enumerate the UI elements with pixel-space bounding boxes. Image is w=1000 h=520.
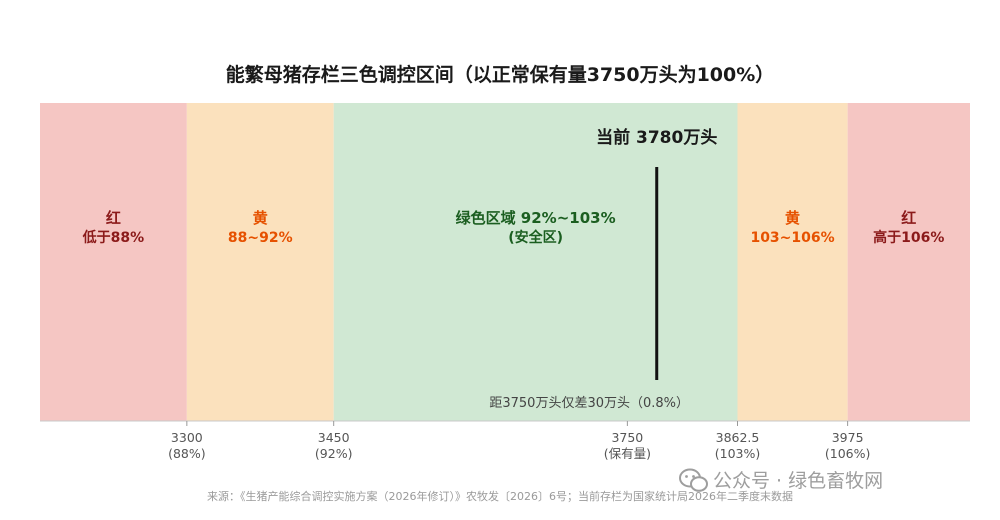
x-tick-label: 3300	[171, 430, 203, 445]
gap-annotation: 距3750万头仅差30万头（0.8%）	[489, 396, 689, 411]
wechat-icon	[679, 468, 708, 492]
zone-range-label: (安全区)	[508, 229, 563, 246]
chart-title: 能繁母猪存栏三色调控区间（以正常保有量3750万头为100%）	[226, 63, 775, 86]
zone-label: 绿色区域 92%~103%	[456, 209, 616, 227]
x-axis: 3300(88%) 3450(92%) 3750(保有量) 3862.5(103%) 3…	[40, 420, 970, 461]
zone-range-label: 103~106%	[750, 230, 834, 246]
zone-label: 红	[106, 209, 121, 227]
source-footnote: 来源：《生猪产能综合调控实施方案（2026年修订）》农牧发〔2026〕6号；当前…	[207, 489, 793, 503]
x-tick-label: 3450	[318, 430, 350, 445]
x-tick-label: 3975	[832, 430, 864, 445]
zone-label: 黄	[785, 209, 800, 227]
x-tick-label: 3862.5	[716, 430, 760, 445]
x-tick-sublabel: (92%)	[315, 446, 353, 461]
zone-band	[847, 103, 970, 421]
watermark-text: 公众号 · 绿色畜牧网	[713, 470, 883, 492]
x-tick-sublabel: (88%)	[168, 446, 206, 461]
zone-band	[333, 103, 738, 421]
x-tick-label: 3750	[611, 430, 643, 445]
x-tick-sublabel: (106%)	[825, 446, 871, 461]
zone-label: 红	[901, 209, 916, 227]
current-value-label: 当前 3780万头	[596, 127, 717, 148]
x-tick-sublabel: (103%)	[715, 446, 761, 461]
zone-band	[186, 103, 334, 421]
x-tick-sublabel: (保有量)	[604, 446, 651, 461]
zone-range-label: 88~92%	[228, 230, 293, 246]
zone-band	[737, 103, 848, 421]
zone-range-label: 低于88%	[82, 229, 145, 246]
zone-band	[40, 103, 187, 421]
zone-label: 黄	[253, 209, 268, 227]
watermark: 公众号 · 绿色畜牧网	[679, 468, 883, 492]
zone-range-label: 高于106%	[873, 229, 944, 246]
